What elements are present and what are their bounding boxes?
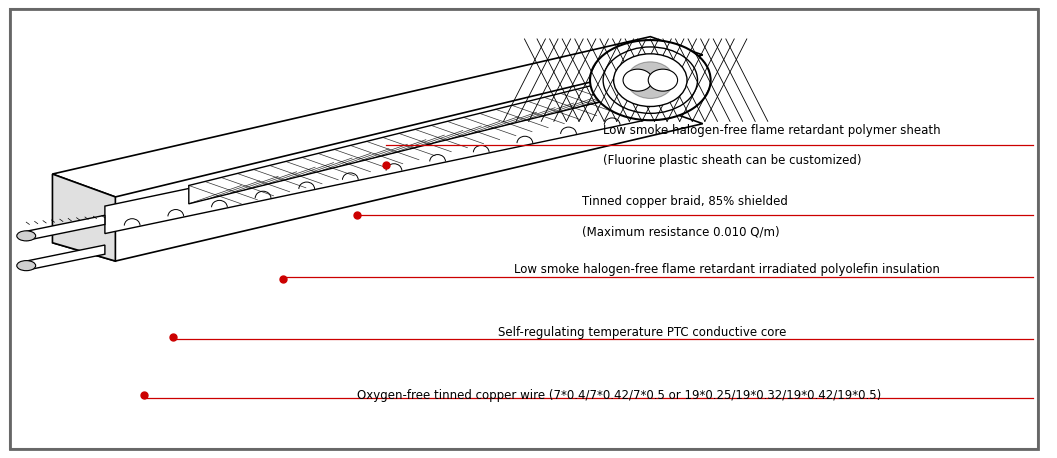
Ellipse shape [614,54,687,107]
Polygon shape [26,215,105,240]
Ellipse shape [623,69,652,91]
Ellipse shape [590,40,710,120]
Text: Tinned copper braid, 85% shielded: Tinned copper braid, 85% shielded [582,196,789,208]
Text: Low smoke halogen-free flame retardant irradiated polyolefin insulation: Low smoke halogen-free flame retardant i… [514,263,940,276]
Polygon shape [189,71,650,204]
Polygon shape [53,174,115,261]
Polygon shape [26,245,105,270]
Text: (Fluorine plastic sheath can be customized): (Fluorine plastic sheath can be customiz… [604,154,861,167]
Ellipse shape [627,62,674,98]
Polygon shape [53,105,703,261]
Ellipse shape [17,231,36,241]
FancyBboxPatch shape [11,9,1038,449]
Ellipse shape [604,47,698,114]
Ellipse shape [17,261,36,271]
Polygon shape [105,92,650,234]
Text: Oxygen-free tinned copper wire (7*0.4/7*0.42/7*0.5 or 19*0.25/19*0.32/19*0.42/19: Oxygen-free tinned copper wire (7*0.4/7*… [356,389,880,402]
Polygon shape [53,37,703,197]
Ellipse shape [648,69,678,91]
Text: (Maximum resistance 0.010 Q/m): (Maximum resistance 0.010 Q/m) [582,225,780,238]
Text: Low smoke halogen-free flame retardant polymer sheath: Low smoke halogen-free flame retardant p… [604,125,941,137]
Text: Self-regulating temperature PTC conductive core: Self-regulating temperature PTC conducti… [498,326,786,339]
